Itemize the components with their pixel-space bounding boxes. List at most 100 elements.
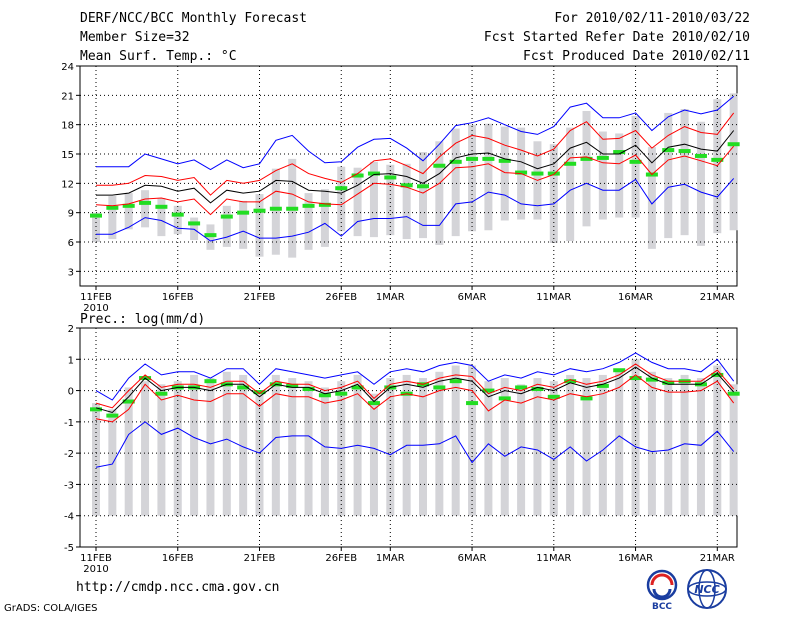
chart-title: DERF/NCC/BCC Monthly Forecast bbox=[80, 11, 307, 26]
x-tick-label: 21FEB bbox=[244, 292, 276, 303]
climatology-mark bbox=[433, 385, 446, 390]
climatology-mark bbox=[613, 150, 626, 155]
climatology-mark bbox=[237, 385, 250, 390]
x-tick-label: 16MAR bbox=[618, 292, 653, 303]
climatology-mark bbox=[596, 155, 609, 160]
ensemble-box bbox=[402, 163, 411, 240]
ensemble-box bbox=[222, 205, 231, 247]
ensemble-box bbox=[615, 133, 624, 218]
ensemble-box bbox=[320, 189, 329, 247]
ensemble-box bbox=[173, 205, 182, 235]
ensemble-box bbox=[631, 359, 640, 516]
ensemble-box bbox=[647, 147, 656, 249]
y-tick-label: 9 bbox=[68, 209, 74, 220]
y-tick-label: -3 bbox=[64, 480, 74, 491]
climatology-mark bbox=[351, 385, 364, 390]
y-tick-label: -2 bbox=[64, 449, 74, 460]
series-line-mean bbox=[96, 130, 735, 204]
x-tick-label: 21FEB bbox=[244, 553, 276, 564]
y-tick-label: 12 bbox=[61, 179, 74, 190]
x-tick-label: 11FEB bbox=[80, 553, 112, 564]
y-tick-label: 18 bbox=[61, 121, 74, 132]
ensemble-box bbox=[664, 378, 673, 516]
ensemble-box bbox=[566, 127, 575, 242]
ensemble-box bbox=[419, 378, 427, 516]
ensemble-box bbox=[320, 387, 329, 516]
climatology-mark bbox=[204, 233, 217, 238]
temperature-panel: 3 6 9 12 15 18 21 24 11FEB 16FEB 21FEB 26FEB 1MAR 6MA… bbox=[61, 62, 740, 314]
climatology-mark bbox=[417, 184, 429, 189]
climatology-mark bbox=[449, 379, 462, 384]
climatology-mark bbox=[580, 156, 593, 161]
climatology-mark bbox=[711, 157, 724, 162]
climatology-mark bbox=[90, 213, 102, 218]
climatology-mark bbox=[367, 171, 380, 176]
ensemble-box bbox=[598, 374, 607, 516]
ensemble-box bbox=[468, 124, 477, 232]
ensemble-box bbox=[680, 374, 689, 516]
climatology-mark bbox=[466, 401, 479, 406]
climatology-mark bbox=[155, 391, 168, 396]
climatology-mark bbox=[727, 142, 740, 147]
y-tick-label: 24 bbox=[61, 62, 74, 73]
ensemble-box bbox=[108, 409, 117, 516]
climatology-mark bbox=[122, 399, 135, 404]
ensemble-box bbox=[141, 381, 150, 516]
climatology-mark bbox=[155, 204, 168, 209]
ensemble-box bbox=[353, 167, 362, 237]
ensemble-box bbox=[729, 93, 738, 231]
ensemble-box bbox=[484, 381, 493, 516]
ensemble-box bbox=[615, 368, 624, 516]
ensemble-box bbox=[124, 193, 133, 230]
ensemble-box bbox=[369, 161, 378, 238]
x-tick-label: 16FEB bbox=[162, 292, 194, 303]
ensemble-box bbox=[124, 387, 133, 516]
climatology-mark bbox=[466, 156, 479, 161]
ensemble-box bbox=[517, 384, 526, 516]
grads-credit: GrADS: COLA/IGES bbox=[4, 603, 98, 614]
climatology-mark bbox=[335, 391, 348, 396]
ensemble-box bbox=[451, 365, 460, 516]
x-tick-label: 26FEB bbox=[325, 553, 357, 564]
climatology-mark bbox=[318, 393, 331, 398]
ensemble-box bbox=[304, 381, 313, 516]
climatology-mark bbox=[433, 163, 446, 168]
climatology-mark bbox=[204, 379, 217, 384]
climatology-mark bbox=[449, 159, 462, 164]
climatology-mark bbox=[498, 396, 511, 401]
climatology-mark bbox=[286, 206, 299, 211]
climatology-mark bbox=[580, 396, 593, 401]
y-tick-label: -1 bbox=[64, 418, 74, 429]
footer-url[interactable]: http://cmdp.ncc.cma.gov.cn bbox=[76, 580, 280, 595]
ensemble-box bbox=[239, 374, 248, 516]
x-tick-label: 1MAR bbox=[376, 292, 405, 303]
climatology-mark bbox=[171, 212, 184, 217]
series-line-spread_low bbox=[95, 374, 735, 423]
x-year-label: 2010 bbox=[83, 303, 108, 314]
climatology-mark bbox=[220, 214, 233, 219]
ensemble-box bbox=[386, 164, 395, 236]
series-line-lower bbox=[95, 421, 735, 468]
climatology-mark bbox=[678, 149, 691, 154]
x-tick-label: 16FEB bbox=[162, 553, 194, 564]
ensemble-box bbox=[696, 378, 705, 516]
climatology-mark bbox=[139, 200, 152, 205]
climatology-mark bbox=[237, 210, 250, 215]
climatology-mark bbox=[253, 208, 266, 213]
ensemble-box bbox=[435, 141, 444, 245]
climatology-mark bbox=[302, 203, 315, 208]
x-tick-label: 6MAR bbox=[458, 292, 487, 303]
x-tick-label: 11FEB bbox=[80, 292, 112, 303]
climatology-mark bbox=[286, 383, 299, 388]
series-line-upper bbox=[95, 352, 735, 401]
climatology-mark bbox=[662, 380, 675, 385]
ensemble-box bbox=[582, 110, 591, 227]
ensemble-box bbox=[255, 194, 264, 257]
forecast-period: For 2010/02/11-2010/03/22 bbox=[554, 11, 750, 26]
x-tick-label: 11MAR bbox=[536, 292, 571, 303]
y-tick-label: 15 bbox=[61, 150, 74, 161]
ensemble-box bbox=[729, 384, 738, 516]
x-tick-label: 26FEB bbox=[325, 292, 357, 303]
climatology-mark bbox=[400, 183, 413, 188]
